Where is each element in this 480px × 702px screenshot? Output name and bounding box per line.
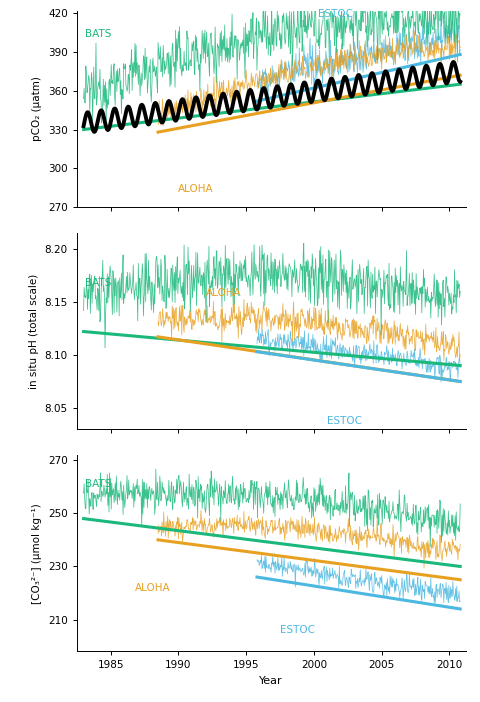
Text: ALOHA: ALOHA xyxy=(205,289,241,298)
X-axis label: Year: Year xyxy=(259,676,283,686)
Y-axis label: [CO₃²⁻] (μmol kg⁻¹): [CO₃²⁻] (μmol kg⁻¹) xyxy=(33,503,42,604)
Y-axis label: in situ pH (total scale): in situ pH (total scale) xyxy=(29,273,39,389)
Text: ALOHA: ALOHA xyxy=(135,583,171,592)
Text: BATS: BATS xyxy=(85,277,111,288)
Text: BATS: BATS xyxy=(85,479,111,489)
Text: ALOHA: ALOHA xyxy=(179,184,214,194)
Text: BATS: BATS xyxy=(85,29,111,39)
Text: ESTOC: ESTOC xyxy=(327,416,362,426)
Text: ESTOC: ESTOC xyxy=(280,625,315,635)
Y-axis label: pCO₂ (μatm): pCO₂ (μatm) xyxy=(33,77,42,141)
Text: ESTOC: ESTOC xyxy=(318,9,353,20)
